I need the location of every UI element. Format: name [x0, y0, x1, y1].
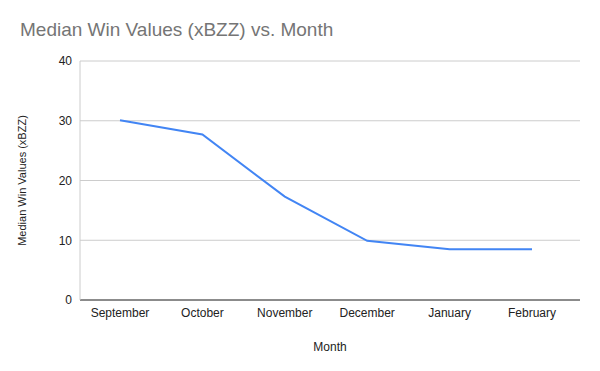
svg-text:0: 0 — [65, 293, 72, 307]
svg-text:20: 20 — [59, 174, 73, 188]
svg-text:40: 40 — [59, 54, 73, 68]
html-text:Median Win Values (xBZZ) vs. M: Median Win Values (xBZZ) vs. Month — [20, 19, 334, 40]
svg-text:October: October — [181, 306, 224, 320]
svg-text:November: November — [257, 306, 312, 320]
svg-text:December: December — [340, 306, 395, 320]
svg-text:Month: Month — [313, 340, 346, 354]
svg-text:February: February — [508, 306, 556, 320]
svg-text:Median Win Values (xBZZ): Median Win Values (xBZZ) — [16, 115, 28, 246]
svg-text:January: January — [428, 306, 471, 320]
svg-text:September: September — [91, 306, 150, 320]
svg-text:10: 10 — [59, 234, 73, 248]
svg-text:30: 30 — [59, 114, 73, 128]
